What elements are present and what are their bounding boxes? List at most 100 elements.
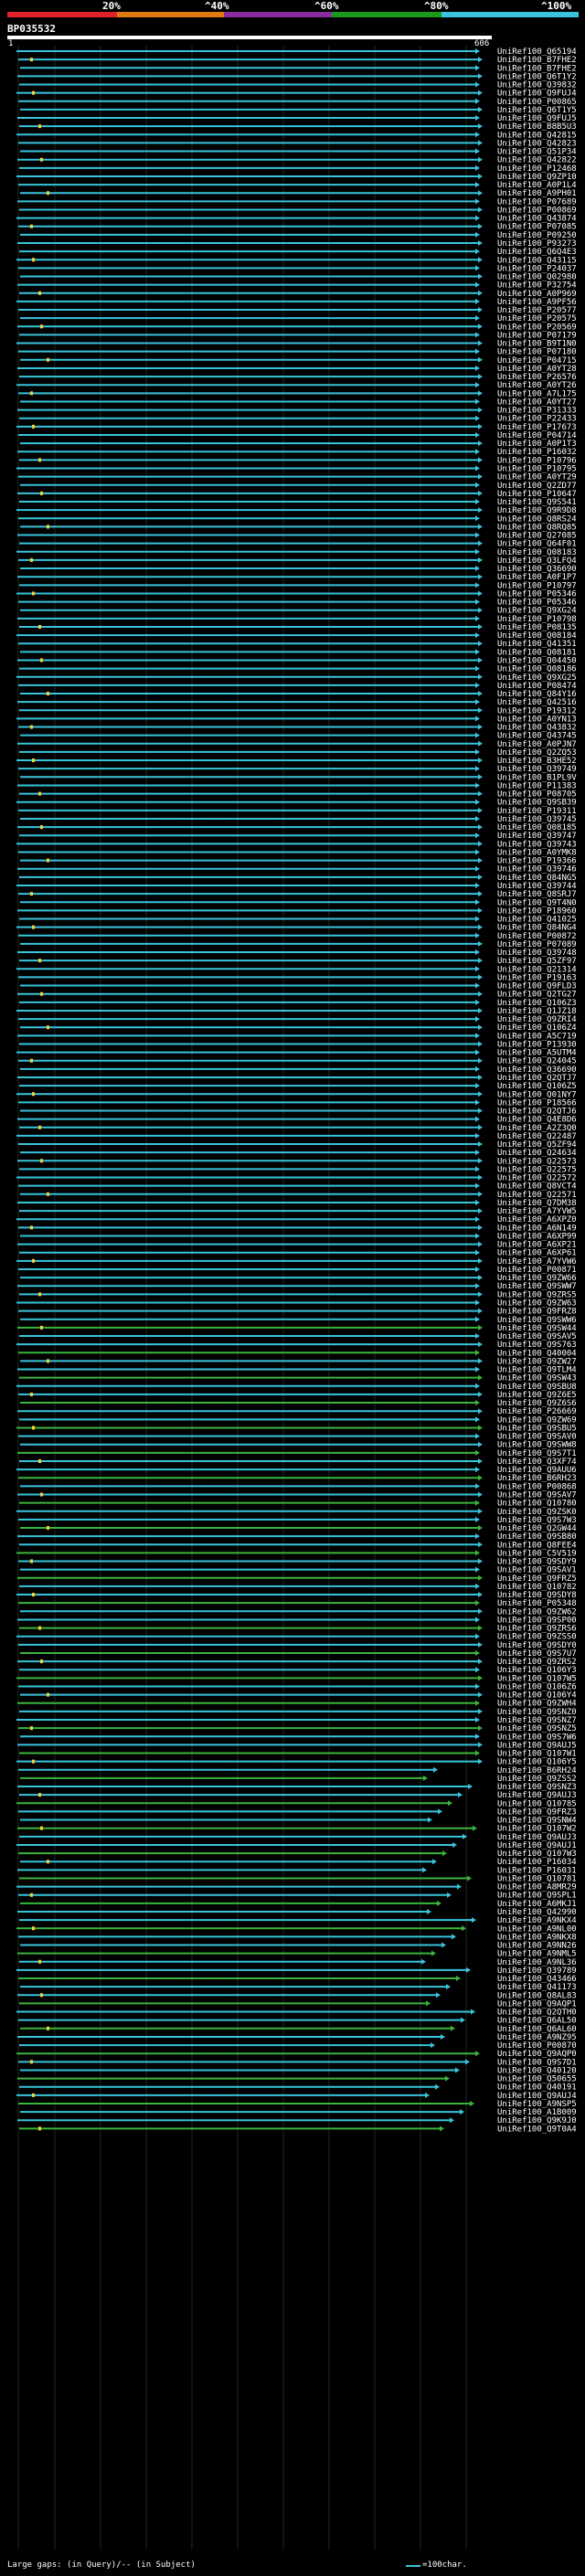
hit-label[interactable]: UniRef100_A9NZ95 <box>497 2033 577 2042</box>
hit-label[interactable]: UniRef100_Q9ZP10 <box>497 173 577 182</box>
hit-label[interactable]: UniRef100_A6XP61 <box>497 1249 577 1258</box>
hit-label[interactable]: UniRef100_Q9SWW8 <box>497 1441 577 1450</box>
hit-label[interactable]: UniRef100_Q39746 <box>497 865 577 875</box>
hit-label[interactable]: UniRef100_Q9FUJ5 <box>497 114 577 123</box>
hit-label[interactable]: UniRef100_A5UTM4 <box>497 1049 577 1058</box>
hit-label[interactable]: UniRef100_Q9R9D8 <box>497 506 577 515</box>
hit-label[interactable]: UniRef100_Q8RS24 <box>497 514 577 524</box>
hit-label[interactable]: UniRef100_Q6AL50 <box>497 2017 577 2026</box>
hit-label[interactable]: UniRef100_P26669 <box>497 1407 577 1416</box>
hit-label[interactable]: UniRef100_P00869 <box>497 206 577 215</box>
hit-label[interactable]: UniRef100_Q9SP00 <box>497 1616 577 1625</box>
hit-label[interactable]: UniRef100_Q9AUJ3 <box>497 1791 577 1800</box>
hit-label[interactable]: UniRef100_P32754 <box>497 281 577 291</box>
hit-label[interactable]: UniRef100_Q9SAV7 <box>497 1490 577 1500</box>
hit-label[interactable]: UniRef100_Q40004 <box>497 1349 577 1358</box>
hit-label[interactable]: UniRef100_P00868 <box>497 1482 577 1491</box>
hit-label[interactable]: UniRef100_Q22572 <box>497 1174 577 1183</box>
hit-label[interactable]: UniRef100_A9NL00 <box>497 1924 577 1934</box>
hit-label[interactable]: UniRef100_Q9ZRS2 <box>497 1658 577 1667</box>
hit-label[interactable]: UniRef100_Q9K9J0 <box>497 2116 577 2125</box>
hit-label[interactable]: UniRef100_Q51P34 <box>497 148 577 157</box>
hit-label[interactable]: UniRef100_P05346 <box>497 599 577 608</box>
hit-label[interactable]: UniRef100_Q9ZRS6 <box>497 1625 577 1634</box>
hit-label[interactable]: UniRef100_Q22573 <box>497 1157 577 1166</box>
hit-label[interactable]: UniRef100_Q84NG5 <box>497 874 577 883</box>
hit-label[interactable]: UniRef100_P18566 <box>497 1098 577 1108</box>
hit-label[interactable]: UniRef100_Q9SB39 <box>497 799 577 808</box>
hit-label[interactable]: UniRef100_A2Z3Q0 <box>497 1124 577 1133</box>
hit-label[interactable]: UniRef100_Q9SDY8 <box>497 1591 577 1600</box>
hit-label[interactable]: UniRef100_Q106Z6 <box>497 1682 577 1691</box>
hit-label[interactable]: UniRef100_P10797 <box>497 581 577 590</box>
hit-label[interactable]: UniRef100_Q9S7U7 <box>497 1649 577 1659</box>
hit-label[interactable]: UniRef100_Q08181 <box>497 648 577 657</box>
hit-label[interactable]: UniRef100_Q2QTH0 <box>497 2009 577 2018</box>
hit-label[interactable]: UniRef100_Q42822 <box>497 156 577 165</box>
hit-label[interactable]: UniRef100_B3HE52 <box>497 757 577 766</box>
hit-label[interactable]: UniRef100_P16034 <box>497 1858 577 1867</box>
hit-label[interactable]: UniRef100_A0P1L4 <box>497 181 577 190</box>
hit-label[interactable]: UniRef100_Q9Z6S6 <box>497 1399 577 1408</box>
hit-label[interactable]: UniRef100_Q106Z5 <box>497 1082 577 1091</box>
hit-label[interactable]: UniRef100_A9PH01 <box>497 189 577 198</box>
hit-label[interactable]: UniRef100_Q39748 <box>497 949 577 958</box>
hit-label[interactable]: UniRef100_Q9AUU6 <box>497 1466 577 1475</box>
hit-label[interactable]: UniRef100_Q9T4N0 <box>497 898 577 907</box>
hit-label[interactable]: UniRef100_Q6Q4E3 <box>497 248 577 257</box>
hit-label[interactable]: UniRef100_Q40120 <box>497 2066 577 2075</box>
hit-label[interactable]: UniRef100_P08135 <box>497 623 577 632</box>
hit-label[interactable]: UniRef100_Q9Z6E5 <box>497 1391 577 1400</box>
hit-label[interactable]: UniRef100_Q9SAV1 <box>497 1566 577 1575</box>
hit-label[interactable]: UniRef100_Q9ZW27 <box>497 1357 577 1366</box>
hit-label[interactable]: UniRef100_Q43874 <box>497 215 577 224</box>
hit-label[interactable]: UniRef100_Q9S7T1 <box>497 1449 577 1458</box>
hit-label[interactable]: UniRef100_Q5ZF94 <box>497 1140 577 1150</box>
hit-label[interactable]: UniRef100_Q22571 <box>497 1191 577 1200</box>
hit-label[interactable]: UniRef100_Q9FUJ4 <box>497 90 577 99</box>
hit-label[interactable]: UniRef100_P04715 <box>497 356 577 366</box>
hit-label[interactable]: UniRef100_Q2QTJ6 <box>497 1108 577 1117</box>
hit-label[interactable]: UniRef100_Q36690 <box>497 565 577 574</box>
hit-label[interactable]: UniRef100_Q8AL83 <box>497 1991 577 2000</box>
hit-label[interactable]: UniRef100_Q39747 <box>497 832 577 841</box>
hit-label[interactable]: UniRef100_Q9SB80 <box>497 1532 577 1542</box>
hit-label[interactable]: UniRef100_P93273 <box>497 239 577 249</box>
hit-label[interactable]: UniRef100_Q8SRJ7 <box>497 890 577 899</box>
hit-label[interactable]: UniRef100_Q9ZRS5 <box>497 1290 577 1299</box>
hit-label[interactable]: UniRef100_Q08184 <box>497 631 577 641</box>
hit-label[interactable]: UniRef100_Q08183 <box>497 548 577 557</box>
hit-label[interactable]: UniRef100_Q9FRZ8 <box>497 1308 577 1317</box>
hit-label[interactable]: UniRef100_Q8FEE4 <box>497 1541 577 1550</box>
hit-label[interactable]: UniRef100_A0YT26 <box>497 381 577 390</box>
hit-label[interactable]: UniRef100_Q41173 <box>497 1983 577 1992</box>
hit-label[interactable]: UniRef100_P09250 <box>497 231 577 240</box>
hit-label[interactable]: UniRef100_Q106Z4 <box>497 1023 577 1033</box>
hit-label[interactable]: UniRef100_B6RH23 <box>497 1474 577 1483</box>
hit-label[interactable]: UniRef100_P12468 <box>497 164 577 174</box>
hit-label[interactable]: UniRef100_A6XPZ0 <box>497 1215 577 1224</box>
hit-label[interactable]: UniRef100_A6XP21 <box>497 1241 577 1250</box>
hit-label[interactable]: UniRef100_Q10782 <box>497 1583 577 1592</box>
hit-label[interactable]: UniRef100_A9NKX8 <box>497 1933 577 1942</box>
hit-label[interactable]: UniRef100_Q9S7W6 <box>497 1733 577 1742</box>
hit-label[interactable]: UniRef100_A1B009 <box>497 2108 577 2117</box>
hit-label[interactable]: UniRef100_Q107W2 <box>497 1825 577 1834</box>
hit-label[interactable]: UniRef100_Q9SNZ5 <box>497 1724 577 1733</box>
hit-label[interactable]: UniRef100_A0P1T3 <box>497 440 577 449</box>
hit-label[interactable]: UniRef100_Q41025 <box>497 916 577 925</box>
hit-label[interactable]: UniRef100_Q2TG27 <box>497 991 577 1000</box>
hit-label[interactable]: UniRef100_Q02980 <box>497 273 577 282</box>
hit-label[interactable]: UniRef100_Q4E8D6 <box>497 1116 577 1125</box>
hit-label[interactable]: UniRef100_Q08186 <box>497 665 577 674</box>
hit-label[interactable]: UniRef100_Q106Z3 <box>497 999 577 1008</box>
hit-label[interactable]: UniRef100_Q42990 <box>497 1908 577 1917</box>
hit-label[interactable]: UniRef100_A0YT28 <box>497 365 577 374</box>
hit-label[interactable]: UniRef100_Q6T1Y5 <box>497 106 577 115</box>
hit-label[interactable]: UniRef100_Q42516 <box>497 698 577 707</box>
hit-label[interactable]: UniRef100_P05348 <box>497 1599 577 1608</box>
hit-label[interactable]: UniRef100_Q22575 <box>497 1165 577 1174</box>
hit-label[interactable]: UniRef100_P11383 <box>497 781 577 790</box>
hit-label[interactable]: UniRef100_Q24634 <box>497 1149 577 1158</box>
hit-label[interactable]: UniRef100_Q1JZ18 <box>497 1007 577 1016</box>
